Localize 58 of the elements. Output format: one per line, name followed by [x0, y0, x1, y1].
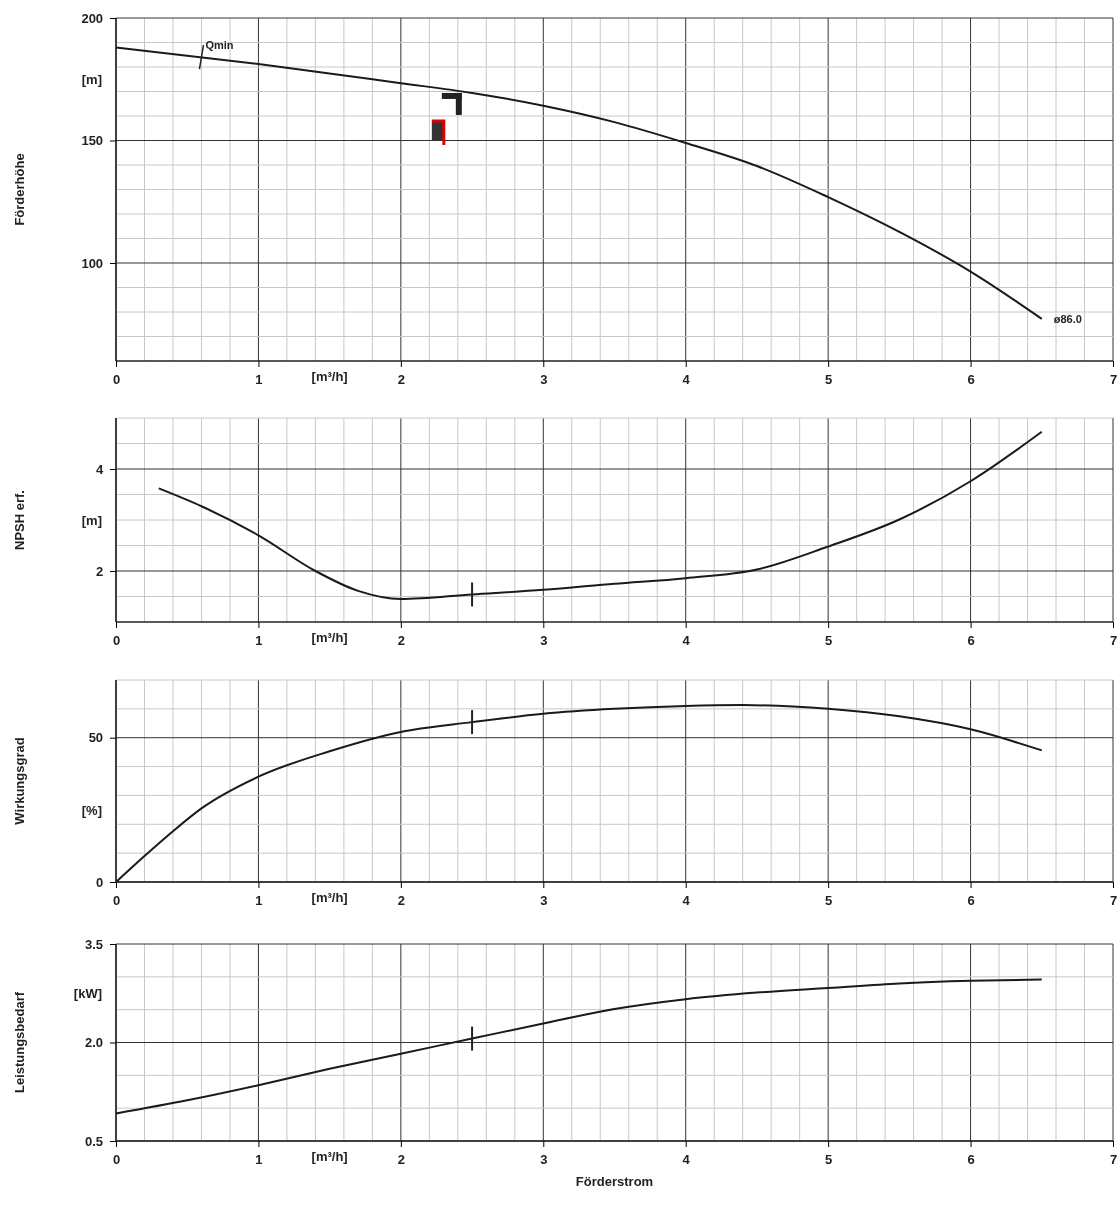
x-tick-label: 5 [825, 633, 833, 649]
x-tick-label: 1 [255, 893, 263, 909]
y-tick-label: 100 [81, 255, 104, 271]
x-tick-label: 4 [682, 893, 691, 909]
y-axis-title: Leistungsbedarf [12, 991, 27, 1094]
text: [m³/h] [311, 369, 348, 384]
x-tick-label: 3 [540, 1152, 548, 1168]
x-tick-label: 4 [682, 1152, 691, 1168]
annotation: Qmin [205, 39, 234, 52]
x-tick-label: 2 [397, 893, 405, 909]
x-tick-label: 1 [255, 372, 263, 388]
y-axis-title: Förderhöhe [12, 153, 27, 226]
y-tick-label: 150 [81, 133, 104, 149]
x-tick-label: 7 [1109, 633, 1118, 649]
x-tick-label: 5 [825, 372, 833, 388]
y-tick-label: 0.5 [85, 1133, 104, 1149]
annotation: ø86.0 [1053, 313, 1082, 326]
x-tick-label: 6 [967, 893, 975, 909]
x-tick-label: 1 [255, 1152, 263, 1168]
y-tick-label: 2.0 [85, 1035, 104, 1051]
x-tick-label: 5 [825, 1152, 833, 1168]
x-tick-label: 3 [540, 893, 548, 909]
x-tick-label: 4 [682, 372, 691, 388]
y-tick-label: 4 [95, 461, 104, 477]
text: [m³/h] [311, 630, 348, 645]
y-tick-label: 50 [88, 730, 104, 746]
x-tick-label: 7 [1109, 372, 1118, 388]
x-tick-label: 6 [967, 1152, 975, 1168]
text: [m³/h] [311, 1149, 348, 1164]
text: [m³/h] [311, 890, 348, 905]
x-tick-label: 2 [397, 633, 405, 649]
x-axis-title: Förderstrom [575, 1174, 654, 1189]
x-tick-label: 3 [540, 372, 548, 388]
y-tick-label: 3.5 [85, 936, 104, 952]
text: [m] [81, 72, 102, 88]
x-tick-label: 7 [1109, 893, 1118, 909]
y-tick-label: 0 [95, 874, 104, 890]
x-tick-label: 0 [112, 372, 121, 388]
y-axis-title: NPSH erf. [12, 490, 27, 550]
x-tick-label: 7 [1109, 1152, 1118, 1168]
x-tick-label: 5 [825, 893, 833, 909]
x-tick-label: 0 [112, 1152, 121, 1168]
x-tick-label: 6 [967, 372, 975, 388]
x-tick-label: 3 [540, 633, 548, 649]
text: [kW] [73, 986, 102, 1002]
line-series [157, 430, 1043, 601]
x-tick-label: 2 [397, 1152, 405, 1168]
text: [m] [81, 513, 102, 528]
x-tick-label: 0 [112, 893, 121, 909]
x-tick-label: 6 [967, 633, 975, 649]
y-axis-title: Wirkungsgrad [12, 737, 27, 825]
y-tick-label: 2 [95, 563, 104, 579]
x-tick-label: 0 [112, 633, 121, 649]
x-tick-label: 2 [397, 372, 405, 388]
text: [%] [81, 802, 102, 818]
y-tick-label: 200 [81, 10, 104, 26]
x-tick-label: 4 [682, 633, 691, 649]
x-tick-label: 1 [255, 633, 263, 649]
